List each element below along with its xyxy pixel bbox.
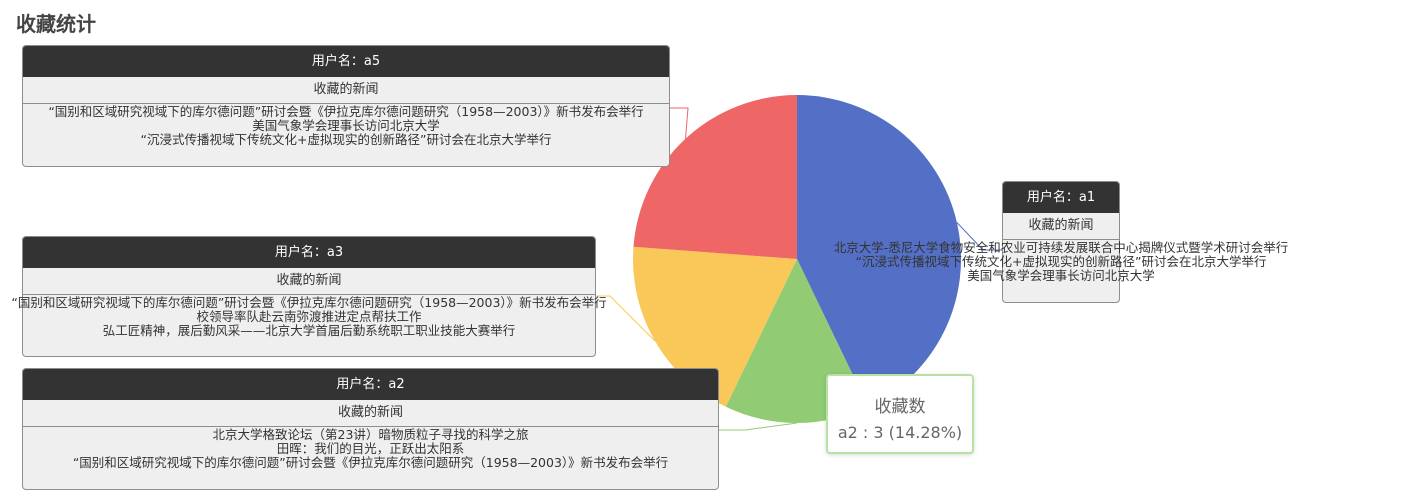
callout-news-item: 美国气象学会理事长访问北京大学	[252, 118, 440, 133]
callout-news-item: “国别和区域研究视域下的库尔德问题”研讨会暨《伊拉克库尔德问题研究（1958—2…	[72, 455, 669, 470]
callout-subheader: 收藏的新闻	[23, 400, 718, 427]
tooltip-title: 收藏数	[874, 397, 926, 417]
callout-items: 北京大学格致论坛（第23讲）暗物质粒子寻找的科学之旅 田晖：我们的目光，正跃出太…	[23, 427, 718, 470]
callout-news-item: 北京大学-悉尼大学食物安全和农业可持续发展联合中心揭牌仪式暨学术研讨会举行	[833, 240, 1289, 255]
callout-items: 北京大学-悉尼大学食物安全和农业可持续发展联合中心揭牌仪式暨学术研讨会举行 “沉…	[833, 240, 1289, 283]
leader-line-a1	[956, 222, 1002, 251]
chart-tooltip: 收藏数 a2 : 3 (14.28%)	[826, 374, 974, 454]
callout-items: “国别和区域研究视域下的库尔德问题”研讨会暨《伊拉克库尔德问题研究（1958—2…	[11, 295, 607, 338]
leader-line-a3	[596, 295, 656, 342]
callout-a3: 用户名：a3 收藏的新闻 “国别和区域研究视域下的库尔德问题”研讨会暨《伊拉克库…	[11, 236, 607, 357]
callout-news-item: “沉浸式传播视域下传统文化+虚拟现实的创新路径”研讨会在北京大学举行	[140, 132, 552, 147]
callout-news-item: 北京大学格致论坛（第23讲）暗物质粒子寻找的科学之旅	[212, 427, 529, 442]
callout-subheader: 收藏的新闻	[23, 77, 669, 104]
callout-subheader: 收藏的新闻	[1003, 213, 1119, 240]
callout-header: 用户名：a2	[23, 369, 718, 400]
callout-a1: 用户名：a1 收藏的新闻 北京大学-悉尼大学食物安全和农业可持续发展联合中心揭牌…	[833, 181, 1289, 303]
pie-slice-a5[interactable]	[633, 95, 797, 259]
pie-slice-a1[interactable]	[797, 95, 962, 407]
callout-items: “国别和区域研究视域下的库尔德问题”研讨会暨《伊拉克库尔德问题研究（1958—2…	[23, 104, 669, 147]
callout-news-item: 美国气象学会理事长访问北京大学	[967, 268, 1155, 283]
page-title: 收藏统计	[16, 12, 96, 36]
callout-news-item: 校领导率队赴云南弥渡推进定点帮扶工作	[196, 309, 422, 324]
callout-news-item: “沉浸式传播视域下传统文化+虚拟现实的创新路径”研讨会在北京大学举行	[855, 254, 1267, 269]
callout-news-item: “国别和区域研究视域下的库尔德问题”研讨会暨《伊拉克库尔德问题研究（1958—2…	[48, 104, 644, 119]
callout-news-item: “国别和区域研究视域下的库尔德问题”研讨会暨《伊拉克库尔德问题研究（1958—2…	[11, 295, 607, 310]
leader-line-a5	[670, 107, 689, 139]
callout-a2: 用户名：a2 收藏的新闻 北京大学格致论坛（第23讲）暗物质粒子寻找的科学之旅 …	[22, 368, 719, 490]
callout-header: 用户名：a1	[1003, 182, 1119, 213]
callout-header: 用户名：a3	[23, 237, 595, 268]
callout-a5: 用户名：a5 收藏的新闻 “国别和区域研究视域下的库尔德问题”研讨会暨《伊拉克库…	[22, 45, 670, 167]
leader-line-a2	[719, 422, 798, 431]
callout-subheader: 收藏的新闻	[23, 268, 595, 295]
callout-news-item: 田晖：我们的目光，正跃出太阳系	[276, 441, 465, 456]
tooltip-body: a2 : 3 (14.28%)	[837, 423, 963, 442]
callout-header: 用户名：a5	[23, 46, 669, 77]
callout-news-item: 弘工匠精神，展后勤风采——北京大学首届后勤系统职工职业技能大赛举行	[102, 323, 516, 338]
pie-slice-a3[interactable]	[633, 246, 797, 407]
